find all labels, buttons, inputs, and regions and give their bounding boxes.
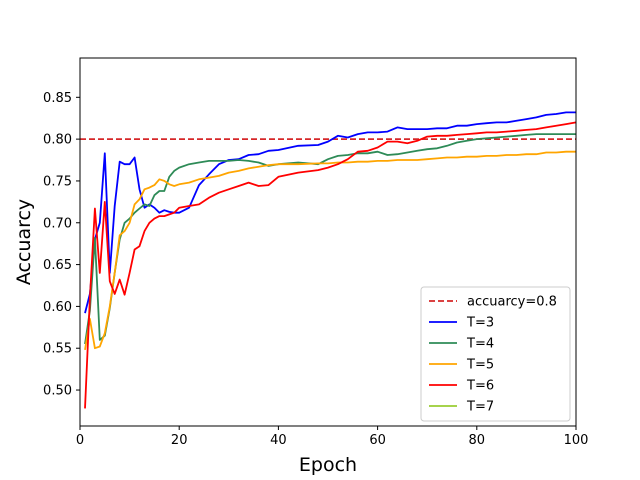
x-tick-label: 20 — [171, 433, 188, 448]
y-tick-label: 0.60 — [43, 300, 72, 315]
series-layer — [80, 111, 577, 409]
series-line-t-6 — [84, 121, 577, 409]
plot-frame — [79, 57, 577, 427]
y-tick-label: 0.85 — [43, 91, 72, 106]
y-tick-label: 0.65 — [43, 258, 72, 273]
y-tick-label: 0.50 — [43, 384, 72, 399]
legend-label: T=7 — [466, 400, 494, 415]
legend-label: T=5 — [466, 358, 494, 373]
x-tick-label: 100 — [564, 433, 589, 448]
legend-label: T=3 — [466, 316, 494, 331]
legend-label: T=4 — [466, 337, 494, 352]
x-tick-label: 40 — [270, 433, 287, 448]
y-tick-label: 0.75 — [43, 174, 72, 189]
x-tick-label: 60 — [369, 433, 386, 448]
y-tick-label: 0.70 — [43, 216, 72, 231]
y-axis-label: Accuarcy — [13, 199, 35, 285]
legend: accuarcy=0.8 T=3 T=4 T=5 T=6 T=7 — [420, 286, 571, 422]
axis-layer: 0 20 40 60 80 100 0.50 0.55 0.60 0.65 0.70 0.75 0.80… — [43, 91, 588, 448]
series-line-t-3 — [84, 111, 576, 314]
series-line-t-5 — [84, 150, 576, 351]
x-tick-label: 80 — [469, 433, 486, 448]
y-tick-label: 0.55 — [43, 342, 72, 357]
legend-label: accuarcy=0.8 — [467, 295, 557, 310]
y-tick-label: 0.80 — [43, 133, 72, 148]
legend-label: T=6 — [466, 379, 494, 394]
legend-box — [420, 286, 571, 422]
x-axis-label: Epoch — [299, 454, 357, 476]
x-tick-label: 0 — [76, 433, 84, 448]
